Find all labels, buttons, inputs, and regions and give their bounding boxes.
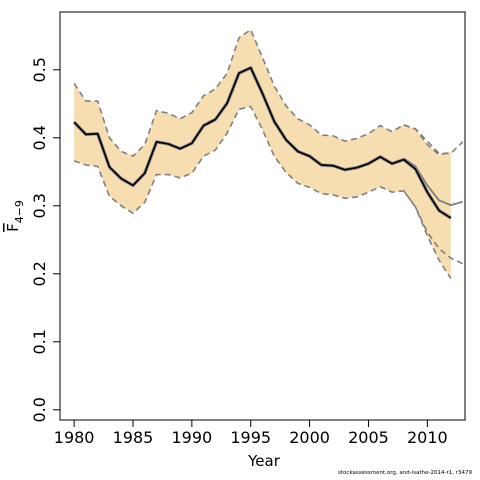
y-axis-title-subscript: 4−9 (13, 200, 26, 223)
x-tick-label: 1995 (230, 428, 271, 447)
x-tick-label: 1980 (54, 428, 95, 447)
series-lines (72, 28, 464, 279)
series-estimate-extension-line (403, 157, 463, 207)
y-tick-label: 0.2 (30, 261, 49, 286)
y-axis: 0.0 0.1 0.2 0.3 0.4 0.5 (30, 57, 60, 423)
y-tick-label: 0.1 (30, 329, 49, 354)
svg-text:F4−9: F4−9 (4, 200, 26, 232)
x-tick-label: 1990 (172, 428, 213, 447)
x-tick-label: 2010 (407, 428, 448, 447)
x-tick-label: 1985 (113, 428, 154, 447)
x-tick-label: 2005 (348, 428, 389, 447)
series-lower-extension-line (403, 190, 463, 265)
confidence-band (74, 29, 451, 279)
x-axis-title: Year (247, 452, 281, 470)
series-lower-line (73, 105, 452, 279)
y-tick-label: 0.4 (30, 125, 49, 150)
x-tick-label: 2000 (289, 428, 330, 447)
y-tick-label: 0.5 (30, 57, 49, 82)
y-axis-title: F4−9 (4, 200, 26, 232)
plot-frame (59, 11, 466, 421)
footer-credit: stockassessment.org, and-lsathe-2014-r1,… (338, 470, 472, 476)
band-area (74, 29, 451, 279)
series-upper-line (73, 28, 452, 158)
y-tick-label: 0.3 (30, 193, 49, 218)
x-axis: 1980 1985 1990 1995 2000 2005 2010 (54, 420, 448, 447)
y-axis-title-base: F (4, 223, 22, 232)
y-tick-label: 0.0 (30, 397, 49, 422)
series-estimate-line (73, 66, 452, 219)
